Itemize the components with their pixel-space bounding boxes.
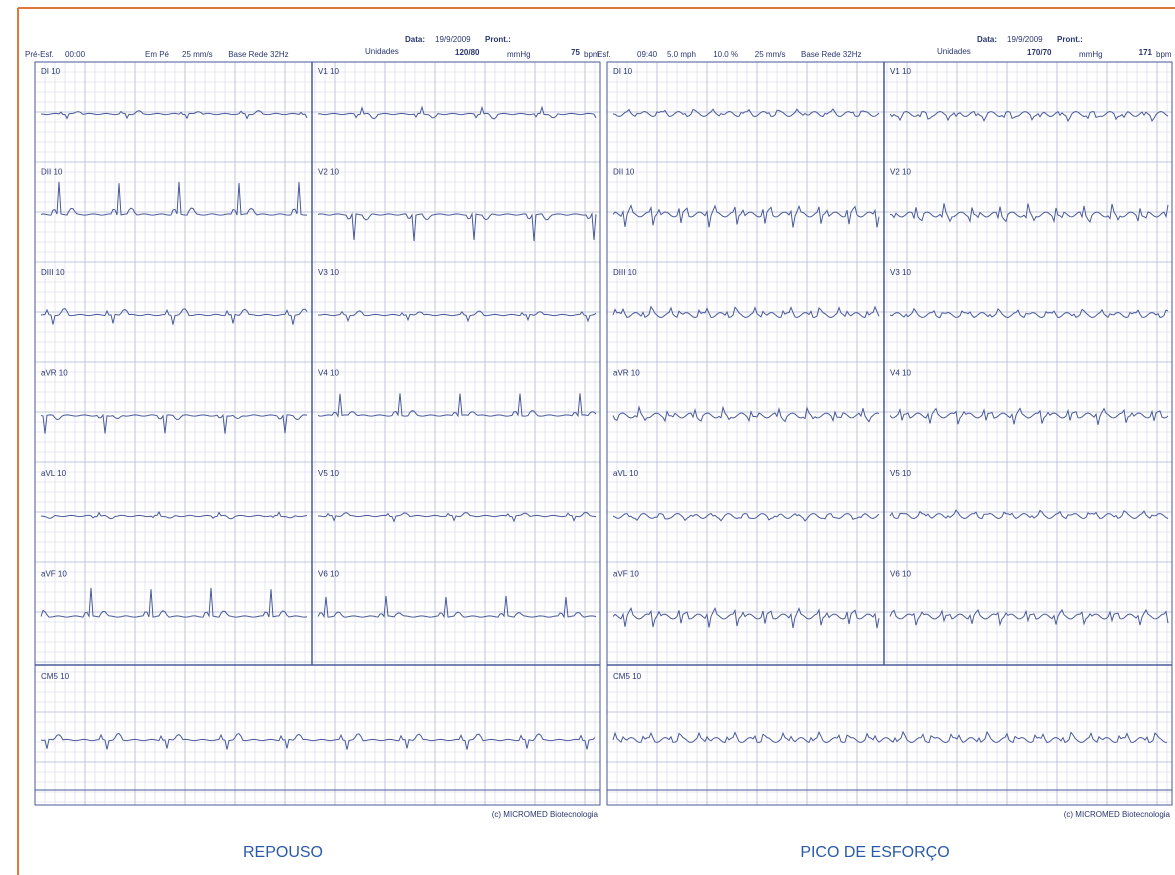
lead-label: V1 10 [890,67,911,76]
lead-label: V5 10 [890,469,911,478]
lead-label: aVL 10 [41,469,67,478]
units-label: Unidades [937,47,971,56]
figure: Data: 19/9/2009 Pront.: Pré-Esf. 00:00 Em Pé 2… [0,0,1175,875]
header-field: 25 mm/s [755,50,786,59]
pressure-unit: mmHg [507,50,531,59]
background [0,0,1175,875]
heart-rate-unit: bpm [1156,50,1172,59]
time: 09:40 [637,50,658,59]
stage: Esf. [597,50,611,59]
pressure-unit: mmHg [1079,50,1103,59]
lead-label: aVF 10 [613,570,639,579]
lead-label: V3 10 [890,268,911,277]
footer: (c) MICROMED Biotecnologia [1064,810,1171,819]
lead-label: DII 10 [613,168,635,177]
lead-label: DI 10 [613,67,633,76]
record-label: Pront.: [1057,35,1083,44]
pressure: 170/70 [1027,48,1052,57]
header-field: Base Rede 32Hz [801,50,861,59]
rhythm-lead-label: CM5 10 [613,672,642,681]
caption: REPOUSO [243,844,323,861]
header-field: 25 mm/s [182,50,213,59]
lead-label: V2 10 [318,168,339,177]
date: 19/9/2009 [1007,35,1043,44]
header-field: 10.0 % [713,50,738,59]
lead-label: V4 10 [318,369,339,378]
date-label: Data: [405,35,425,44]
lead-label: V4 10 [890,369,911,378]
lead-label: DIII 10 [41,268,65,277]
stage: Pré-Esf. [25,50,54,59]
footer: (c) MICROMED Biotecnologia [492,810,599,819]
pressure: 120/80 [455,48,480,57]
lead-label: aVL 10 [613,469,639,478]
lead-label: V6 10 [890,570,911,579]
heart-rate: 75 [571,48,580,57]
header-field: Em Pé [145,50,170,59]
header-field: Base Rede 32Hz [228,50,288,59]
lead-label: aVR 10 [613,369,640,378]
time: 00:00 [65,50,86,59]
rhythm-lead-label: CM5 10 [41,672,70,681]
lead-label: aVR 10 [41,369,68,378]
record-label: Pront.: [485,35,511,44]
lead-label: V6 10 [318,570,339,579]
lead-label: V3 10 [318,268,339,277]
heart-rate: 171 [1139,48,1153,57]
lead-label: DIII 10 [613,268,637,277]
lead-label: DII 10 [41,168,63,177]
date: 19/9/2009 [435,35,471,44]
caption: PICO DE ESFORÇO [800,844,949,861]
lead-label: aVF 10 [41,570,67,579]
lead-label: V1 10 [318,67,339,76]
date-label: Data: [977,35,997,44]
lead-label: DI 10 [41,67,61,76]
units-label: Unidades [365,47,399,56]
lead-label: V2 10 [890,168,911,177]
header-field: 5.0 mph [667,50,696,59]
lead-label: V5 10 [318,469,339,478]
